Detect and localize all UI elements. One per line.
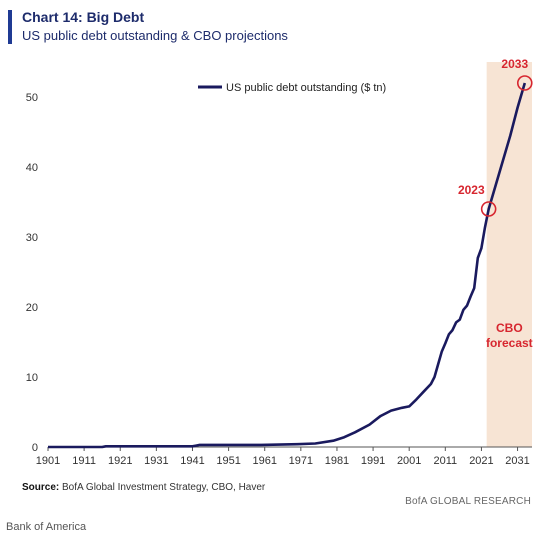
y-tick-label: 30 [26,232,38,244]
y-tick-label: 10 [26,372,38,384]
x-tick-label: 1991 [361,455,385,467]
source-label: Source: [22,482,60,493]
debt-line-chart: 0 10 20 30 40 50 1901 1911 1921 1931 1941 1951 1961 1… [26,57,533,467]
x-tick-label: 1951 [216,455,240,467]
title-accent-bar [8,10,12,44]
x-tick-label: 2011 [433,455,457,467]
x-tick-label: 1981 [325,455,349,467]
forecast-region [486,62,532,447]
x-tick-label: 1941 [180,455,204,467]
annotation-2023: 2023 [458,183,485,197]
y-tick-label: 0 [32,442,38,454]
y-tick-label: 50 [26,92,38,104]
series-line-debt [48,82,527,449]
x-tick-label: 2001 [397,455,421,467]
annotation-cbo-forecast-line: forecast [486,336,533,350]
source-text: BofA Global Investment Strategy, CBO, Ha… [62,482,266,493]
x-tick-label: 1921 [108,455,132,467]
y-tick-label: 20 [26,302,38,314]
x-tick-label: 1961 [252,455,276,467]
chart-subtitle: US public debt outstanding & CBO project… [22,28,288,43]
source-note: Source: BofA Global Investment Strategy,… [22,482,265,493]
footer-credit: Bank of America [6,521,87,533]
x-tick-label: 1971 [289,455,313,467]
x-tick-label: 1911 [72,455,96,467]
chart-title: Chart 14: Big Debt [22,9,145,25]
annotation-2033: 2033 [501,57,528,71]
x-tick-label: 1931 [144,455,168,467]
y-tick-label: 40 [26,162,38,174]
x-tick-label: 2031 [505,455,529,467]
brand-label: BofA GLOBAL RESEARCH [405,496,531,507]
annotation-cbo-forecast-line: CBO [496,321,523,335]
highlight-circle-2033 [516,75,533,91]
annotation-cbo-forecast: CBO forecast [486,321,533,350]
legend-label: US public debt outstanding ($ tn) [226,82,386,94]
x-tick-label: 1901 [36,455,60,467]
x-tick-label: 2021 [469,455,493,467]
highlight-circle-2023 [480,201,497,217]
